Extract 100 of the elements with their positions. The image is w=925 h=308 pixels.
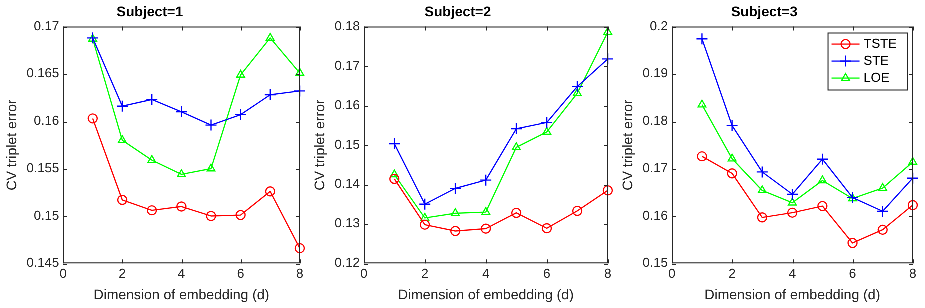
- y-tick-label: 0.145: [26, 255, 60, 270]
- point: [878, 183, 888, 192]
- x-tick-label: 0: [668, 266, 676, 281]
- point: [451, 208, 460, 216]
- point: [602, 53, 614, 66]
- point: [236, 70, 246, 78]
- point: [234, 108, 247, 121]
- point: [757, 212, 768, 223]
- point: [176, 106, 188, 118]
- point: [573, 88, 582, 96]
- y-tick-label: 0.12: [334, 255, 360, 270]
- y-tick-label: 0.165: [26, 66, 60, 81]
- y-tick-label: 0.19: [642, 66, 668, 81]
- point: [116, 100, 129, 112]
- point: [510, 122, 523, 136]
- point: [728, 154, 737, 162]
- y-axis-title: CV triplet error: [619, 99, 636, 191]
- point: [542, 127, 552, 136]
- point: [118, 135, 127, 144]
- point: [390, 170, 400, 178]
- y-tick-label: 0.14: [334, 176, 360, 192]
- x-tick-label: 4: [788, 266, 796, 281]
- point: [146, 205, 158, 216]
- x-tick-label: 8: [296, 266, 304, 281]
- y-tick-label: 0.15: [334, 136, 360, 152]
- point: [788, 198, 798, 206]
- point: [389, 174, 400, 184]
- point: [482, 207, 491, 216]
- point: [146, 94, 158, 106]
- point: [602, 185, 614, 196]
- point: [571, 80, 584, 93]
- point: [906, 172, 920, 184]
- x-tick-label: 4: [178, 266, 186, 281]
- legend-label: LOE: [864, 70, 890, 85]
- point: [206, 164, 216, 172]
- point: [908, 200, 918, 210]
- point: [604, 27, 612, 36]
- x-tick-label: 6: [543, 266, 551, 281]
- point: [878, 224, 888, 236]
- y-axis-title: CV triplet error: [3, 99, 20, 191]
- point: [206, 211, 216, 222]
- point: [818, 176, 828, 184]
- point: [236, 210, 246, 220]
- x-tick-label: 6: [237, 266, 244, 281]
- point: [696, 33, 708, 46]
- point: [512, 142, 522, 150]
- y-tick-label: 0.18: [334, 18, 360, 34]
- point: [388, 138, 401, 150]
- y-tick-label: 0.16: [34, 113, 60, 128]
- point: [449, 182, 462, 195]
- y-tick-label: 0.155: [26, 160, 60, 176]
- chart-title: Subject=3: [731, 3, 798, 20]
- point: [176, 202, 187, 212]
- point: [756, 166, 769, 178]
- y-tick-label: 0.18: [642, 113, 668, 128]
- chart-title: Subject=1: [116, 3, 184, 20]
- x-axis-title: Dimension of embedding (d): [398, 286, 574, 302]
- y-tick-label: 0.17: [642, 160, 668, 176]
- point: [117, 195, 128, 206]
- point: [727, 168, 738, 179]
- point: [86, 32, 100, 44]
- point: [88, 114, 98, 124]
- point: [205, 119, 218, 132]
- y-tick-label: 0.17: [34, 18, 60, 34]
- point: [264, 88, 277, 102]
- point: [816, 153, 829, 166]
- point: [698, 100, 707, 108]
- x-tick-label: 8: [604, 266, 612, 281]
- point: [296, 68, 304, 76]
- point: [177, 169, 186, 178]
- y-tick-label: 0.13: [334, 216, 360, 231]
- y-tick-label: 0.15: [642, 255, 668, 270]
- point: [420, 213, 430, 222]
- legend-label: STE: [864, 52, 890, 68]
- point: [542, 223, 552, 234]
- point: [511, 208, 522, 218]
- point: [148, 155, 157, 164]
- chart-title: Subject=2: [424, 3, 492, 20]
- y-axis-title: CV triplet error: [311, 99, 328, 191]
- point: [480, 174, 492, 186]
- point: [294, 243, 306, 254]
- point: [265, 186, 276, 197]
- point: [758, 186, 767, 194]
- y-tick-label: 0.2: [650, 18, 668, 34]
- point: [697, 151, 708, 162]
- x-axis-title: Dimension of embedding (d): [704, 286, 880, 302]
- point: [908, 157, 918, 166]
- point: [480, 224, 492, 234]
- x-tick-label: 4: [482, 266, 490, 281]
- y-tick-label: 0.16: [334, 97, 360, 112]
- y-tick-label: 0.17: [334, 58, 360, 73]
- x-tick-label: 0: [60, 266, 67, 281]
- x-tick-label: 8: [909, 266, 917, 281]
- y-tick-label: 0.15: [34, 208, 60, 223]
- point: [787, 208, 798, 218]
- y-tick-label: 0.16: [642, 208, 668, 223]
- point: [88, 34, 98, 42]
- point: [294, 85, 306, 98]
- x-tick-label: 0: [360, 266, 368, 281]
- x-tick-label: 2: [421, 266, 429, 281]
